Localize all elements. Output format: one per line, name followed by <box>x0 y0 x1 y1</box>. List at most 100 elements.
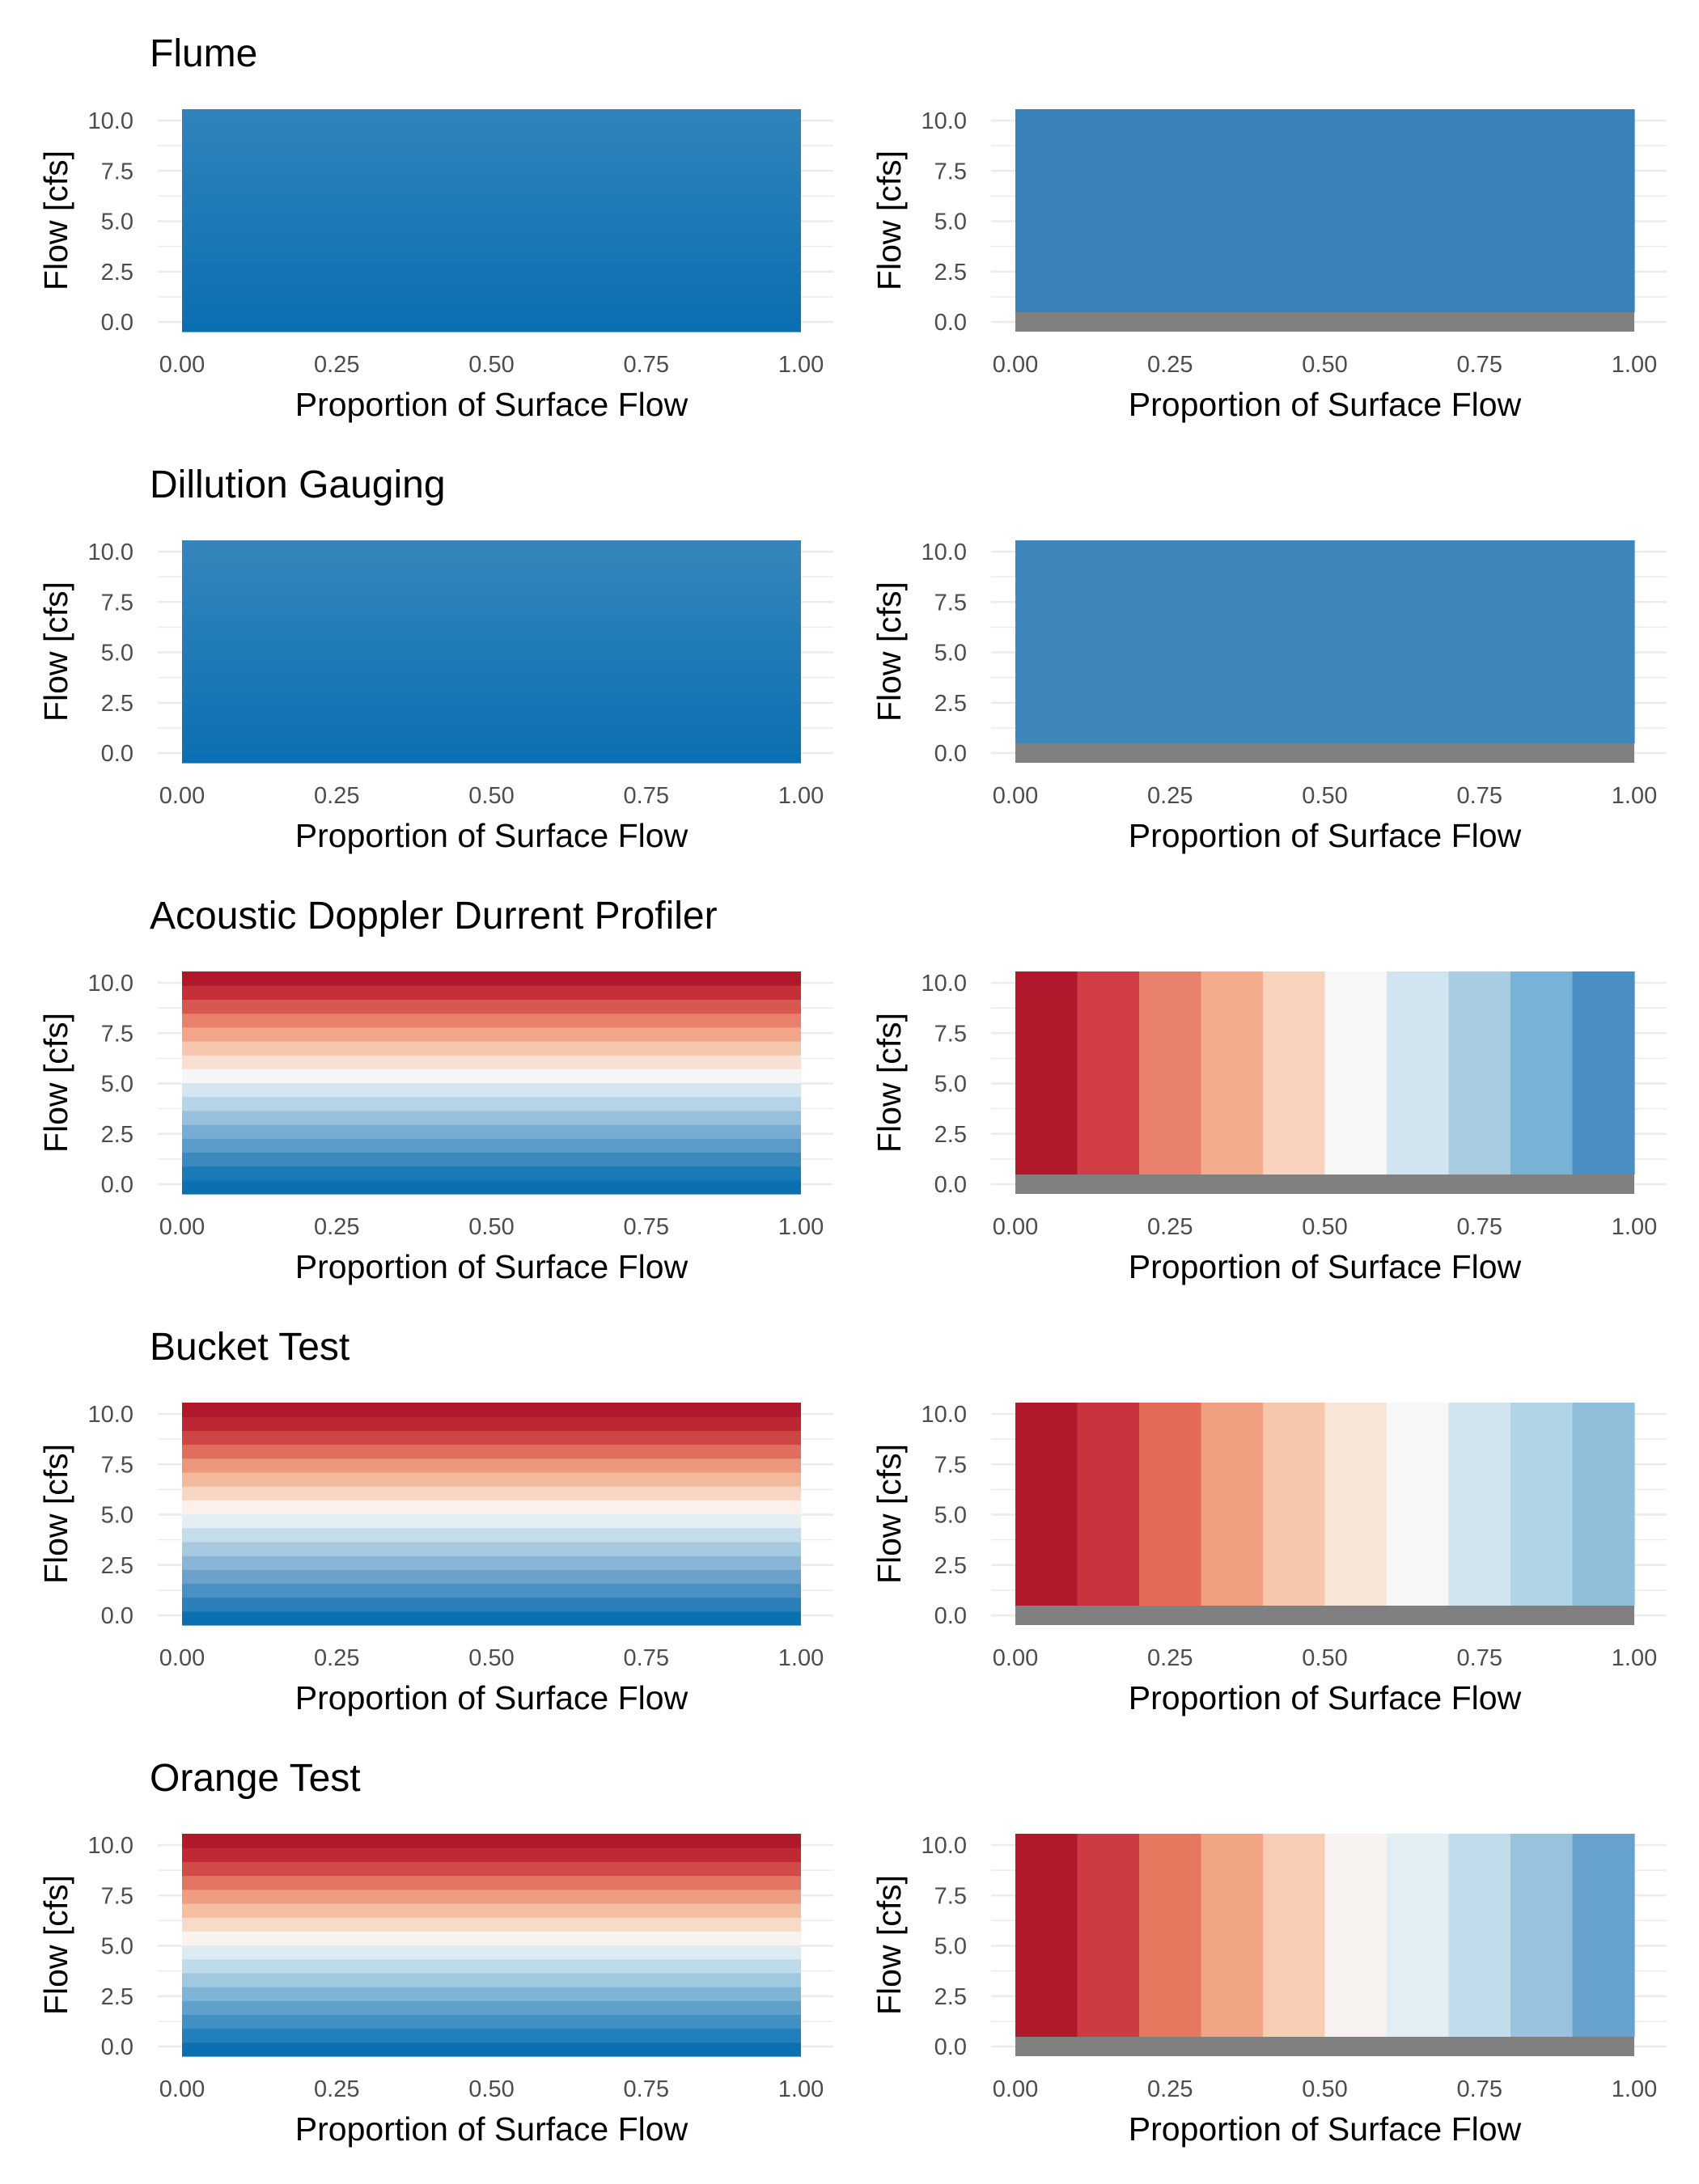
heatmap-tile <box>182 2028 801 2043</box>
heatmap-tile <box>182 159 801 171</box>
heatmap-tile <box>1398 109 1429 312</box>
y-axis-title: Flow [cfs] <box>871 150 908 290</box>
heatmap-tile <box>1044 109 1075 312</box>
x-tick-label: 0.50 <box>468 783 514 809</box>
y-tick-label: 7.5 <box>101 1452 133 1478</box>
heatmap-tile <box>1369 109 1400 312</box>
heatmap-tile <box>182 231 801 242</box>
panel-left: 0.0 2.5 5.0 7.5 10.0 0.00 0.25 0.50 0.75 1.00 Prop… <box>37 1402 833 1716</box>
y-axis-title: Flow [cfs] <box>37 1013 74 1153</box>
heatmap-tile <box>1077 1403 1140 1606</box>
x-axis-title: Proportion of Surface Flow <box>295 1248 688 1285</box>
heatmap-tile <box>1516 109 1547 312</box>
chart-row-2: Acoustic Doppler Durrent Profiler 0.0 2.5 5… <box>37 895 1667 1285</box>
chart-title: Bucket Test <box>150 1326 350 1369</box>
x-axis-title: Proportion of Surface Flow <box>295 386 688 423</box>
heatmap-tile <box>1015 1403 1078 1606</box>
heatmap-tile <box>182 2042 801 2057</box>
y-axis-title: Flow [cfs] <box>871 582 908 722</box>
y-tick-label: 5.0 <box>101 210 133 235</box>
x-tick-label: 1.00 <box>1612 1645 1657 1671</box>
heatmap-tile <box>1387 1834 1450 2037</box>
heatmap-tile <box>182 1110 801 1125</box>
x-tick-label: 1.00 <box>778 2076 824 2102</box>
heatmap-tile <box>182 743 801 754</box>
x-tick-label: 0.00 <box>159 1214 205 1240</box>
heatmap-tile <box>182 220 801 231</box>
heatmap-tile <box>1015 1834 1078 2037</box>
heatmap-tile <box>182 570 801 582</box>
y-tick-label: 7.5 <box>934 590 967 616</box>
heatmap-tile <box>1387 1403 1450 1606</box>
y-tick-label: 7.5 <box>934 159 967 184</box>
x-tick-label: 1.00 <box>1612 1214 1657 1240</box>
heatmap-tile <box>1545 540 1576 743</box>
heatmap-tile <box>1015 109 1046 312</box>
heatmap-tile <box>182 550 801 561</box>
heatmap-tile <box>182 581 801 592</box>
y-tick-label: 7.5 <box>101 1021 133 1047</box>
heatmap-tile <box>1263 1403 1326 1606</box>
heatmap-tile <box>182 1848 801 1862</box>
heatmap-tile <box>1510 1403 1574 1606</box>
chart-title: Flume <box>150 32 257 75</box>
y-tick-label: 0.0 <box>934 741 967 767</box>
y-tick-label: 2.5 <box>934 1984 967 2010</box>
y-tick-label: 0.0 <box>101 741 133 767</box>
x-tick-label: 0.50 <box>468 2076 514 2102</box>
panel-right: 0.0 2.5 5.0 7.5 10.0 0.00 0.25 0.50 0.75 1.00 Prop… <box>871 1833 1667 2148</box>
heatmap-tile <box>182 1458 801 1473</box>
y-tick-label: 5.0 <box>101 1503 133 1529</box>
heatmap-tile <box>182 621 801 633</box>
heatmap-tile <box>1457 540 1488 743</box>
x-tick-label: 0.75 <box>1457 1645 1502 1671</box>
heatmap-tile-na <box>1015 1175 1634 1194</box>
x-tick-label: 0.00 <box>159 1645 205 1671</box>
y-tick-label: 7.5 <box>934 1883 967 1909</box>
heatmap-tile <box>182 1597 801 1612</box>
heatmap-tile <box>1015 540 1046 743</box>
heatmap-tile <box>1192 540 1222 743</box>
heatmap-tile <box>182 601 801 612</box>
heatmap-tile <box>182 109 801 121</box>
heatmap-tile <box>1572 971 1635 1175</box>
heatmap-tile <box>182 1138 801 1153</box>
y-tick-label: 0.0 <box>101 2034 133 2060</box>
x-tick-label: 0.75 <box>624 1645 669 1671</box>
y-axis-title: Flow [cfs] <box>871 1013 908 1153</box>
heatmap-tile <box>182 1834 801 1848</box>
x-tick-label: 0.00 <box>993 352 1038 378</box>
x-tick-label: 0.25 <box>1147 1645 1193 1671</box>
heatmap-tile <box>1428 540 1459 743</box>
heatmap-tile <box>182 1124 801 1139</box>
heatmap-tile <box>1448 1403 1511 1606</box>
heatmap-tile <box>182 985 801 1000</box>
x-tick-label: 0.50 <box>1302 1214 1347 1240</box>
heatmap-tile <box>1044 540 1075 743</box>
heatmap-tile <box>182 752 801 764</box>
heatmap-tile <box>1428 109 1459 312</box>
heatmap-tile <box>1369 540 1400 743</box>
heatmap-tile <box>182 611 801 622</box>
heatmap-tile <box>182 1903 801 1918</box>
y-tick-label: 2.5 <box>934 260 967 286</box>
y-tick-label: 0.0 <box>101 310 133 336</box>
y-tick-label: 7.5 <box>934 1452 967 1478</box>
heatmap-tile <box>182 170 801 181</box>
heatmap-tile <box>182 1945 801 1960</box>
heatmap-tile <box>1104 109 1134 312</box>
y-tick-label: 5.0 <box>934 210 967 235</box>
panel-left: 0.0 2.5 5.0 7.5 10.0 0.00 0.25 0.50 0.75 1.00 Prop… <box>37 1833 833 2148</box>
heatmap-tile <box>1339 109 1370 312</box>
x-tick-label: 1.00 <box>778 783 824 809</box>
heatmap-tile <box>182 702 801 713</box>
heatmap-tile <box>182 2000 801 2016</box>
heatmap-tile <box>1015 971 1078 1175</box>
heatmap-tile <box>1398 540 1429 743</box>
heatmap-tile <box>182 260 801 272</box>
heatmap-tile <box>182 251 801 262</box>
x-tick-label: 0.75 <box>624 352 669 378</box>
x-axis-title: Proportion of Surface Flow <box>1129 1679 1522 1716</box>
